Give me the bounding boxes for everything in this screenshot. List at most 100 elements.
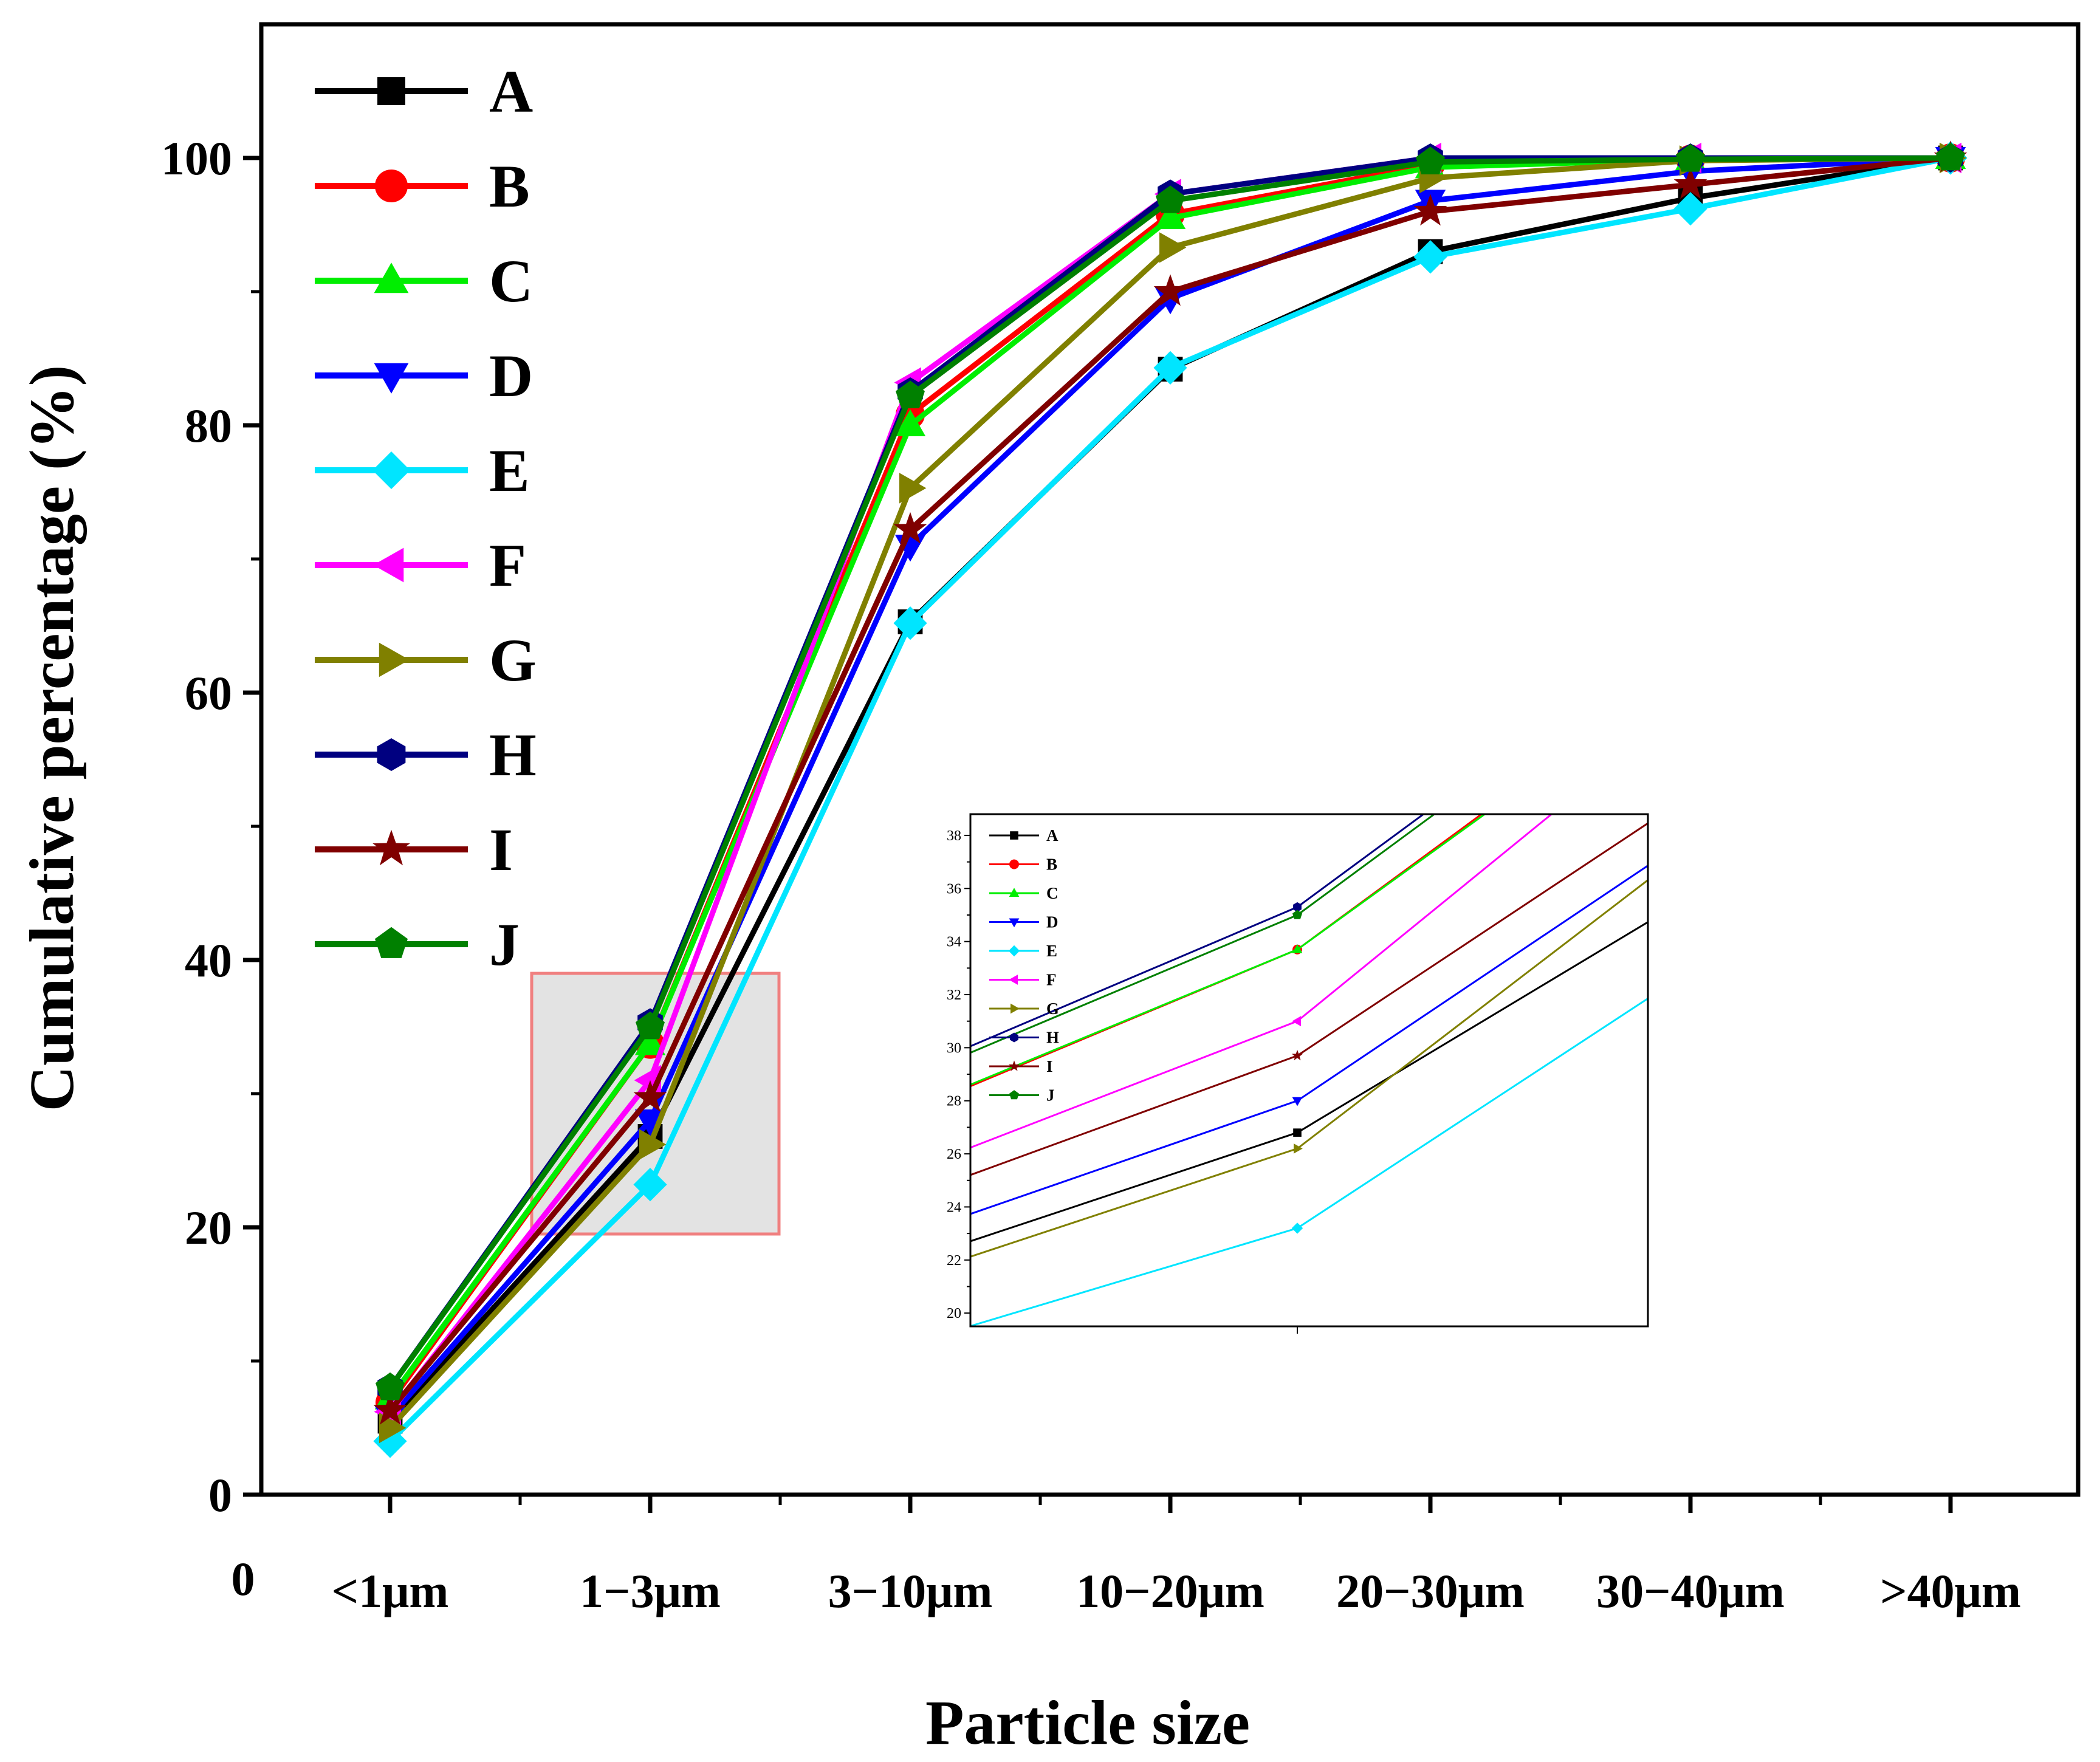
inset-series-D [970,864,1648,1215]
data-point-I-3 [1153,274,1187,306]
inset-legend-item-A: A [989,826,1059,845]
legend-label: I [489,816,513,883]
legend-marker [379,642,410,677]
inset-legend-marker [1011,1003,1020,1014]
inset-series-A [970,920,1648,1243]
data-point-J-2 [896,380,925,408]
data-point-C-3 [1155,202,1186,229]
inset-legend-item-G: G [989,999,1059,1018]
data-point-J-5 [1676,144,1705,172]
legend-item-D: D [315,342,533,410]
inset-legend-marker [1010,1032,1018,1043]
x-tick-label: 30−40μm [1596,1565,1785,1617]
inset-point-F [1292,1016,1301,1027]
inset-legend-item-H: H [989,1029,1059,1047]
inset-legend-item-B: B [989,855,1057,874]
inset-series-I [970,822,1648,1176]
legend-item-H: H [315,721,537,789]
inset-legend-item-I: I [989,1057,1053,1075]
inset-y-tick-label: 34 [947,934,961,950]
x-tick-label: 3−10μm [828,1565,993,1617]
data-point-E-3 [1153,351,1187,385]
inset-series-C [970,814,1487,1086]
legend-marker [372,451,410,489]
data-point-D-3 [1155,287,1186,315]
inset-y-tick-label: 36 [947,881,961,897]
inset-series-G [970,879,1648,1258]
inset-y-tick-label: 28 [947,1094,961,1109]
y-tick-label-0: 0 [208,1469,232,1521]
inset-y-tick-label: 38 [947,828,961,844]
inset-point-H [1293,902,1302,912]
data-point-G-1 [639,1129,667,1160]
x-axis-title: Particle size [925,1688,1250,1758]
inset-legend-marker [1008,1060,1020,1071]
data-point-C-1 [634,1028,666,1055]
inset-series-E [970,997,1648,1326]
inset-legend-marker [1010,831,1018,840]
inset-point-I [1291,1049,1303,1061]
inset-legend-label: A [1046,826,1059,845]
inset-frame [969,813,1649,1328]
inset-legend-label: B [1046,855,1057,874]
legend-label: J [489,911,520,978]
legend-item-B: B [315,153,530,220]
inset-legend-marker [1009,975,1018,985]
inset-legend-marker [1009,918,1020,928]
inset-y-tick-label: 20 [947,1306,961,1322]
inset-point-J [1292,910,1302,919]
legend-label: H [489,721,537,789]
data-point-J-1 [636,1011,665,1040]
inset-legend-item-J: J [989,1086,1055,1105]
inset-point-A [1293,1128,1302,1137]
legend-marker [374,262,409,293]
inset-legend-label: D [1046,913,1059,931]
inset-legend-marker [1009,888,1020,897]
inset-legend-label: J [1046,1086,1055,1105]
legend-item-F: F [315,532,526,599]
axes: 0 20 40 60 80 100 <1μm 1−3μm 3−10μm 10−20μm 20−30μ… [161,22,2081,1617]
x-tick-label: 10−20μm [1076,1565,1264,1617]
inset-legend-item-D: D [989,913,1059,931]
inset-legend-item-E: E [989,942,1057,960]
inset-point-C [1292,944,1303,953]
y-tick-label-80: 80 [185,399,232,452]
inset-y-tick-label: 32 [947,987,961,1003]
legend-marker [373,547,404,583]
legend-item-E: E [315,437,530,504]
series-layer [373,140,1968,1458]
x-tick-label: 1−3μm [580,1565,721,1617]
inset-legend-marker [1009,859,1019,869]
data-point-I-4 [1413,194,1447,226]
inset-legend-label: C [1046,884,1059,902]
legend-label: G [489,626,537,694]
data-point-E-1 [633,1168,667,1202]
inset-y-tick-label: 30 [947,1040,961,1056]
legend-item-A: A [315,58,533,125]
series-E [373,141,1968,1458]
legend-marker [375,927,408,958]
inset-legend-item-C: C [989,884,1059,902]
legend-label: D [489,342,533,410]
data-point-J-0 [376,1372,405,1400]
inset-point-E [1291,1222,1303,1234]
inset-series-H [970,814,1426,1047]
inset-point-D [1292,1097,1303,1106]
legend-marker [372,829,410,866]
data-point-I-5 [1673,167,1707,199]
data-point-E-5 [1673,192,1707,226]
x-tick-label: <1μm [332,1565,449,1617]
inset-background [970,814,1648,1326]
inset-legend-label: H [1046,1029,1059,1047]
y-tick-label-40: 40 [185,934,232,987]
legend-marker [374,363,409,394]
inset-legend-item-F: F [989,971,1057,989]
data-point-C-2 [894,409,926,436]
inset-legend-label: F [1046,971,1057,989]
data-point-G-3 [1159,232,1187,263]
series-J [376,142,1965,1400]
legend-label: C [489,247,533,315]
